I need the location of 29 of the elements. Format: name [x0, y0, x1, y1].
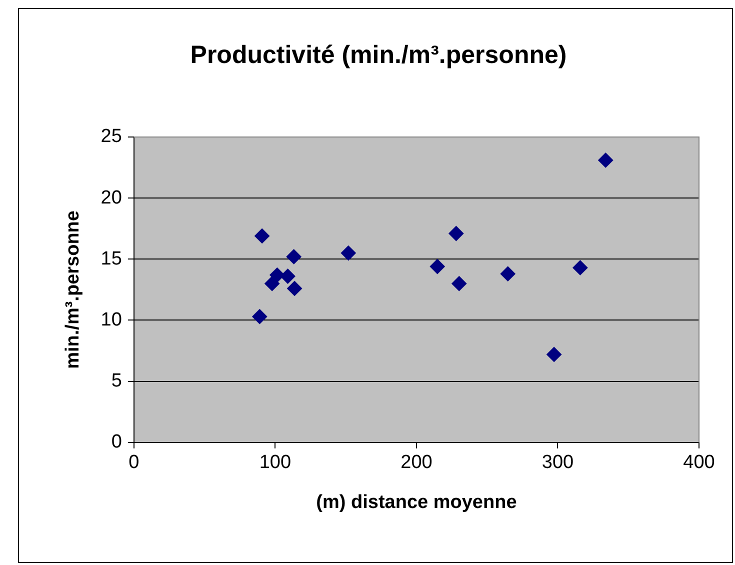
point [254, 228, 270, 244]
point [280, 268, 296, 284]
point [500, 266, 516, 282]
point [598, 152, 614, 168]
x-axis-title: (m) distance moyenne [316, 492, 517, 513]
y-tick-label: 20 [100, 187, 122, 208]
y-tick-label: 10 [100, 309, 122, 330]
point [572, 260, 588, 276]
point [452, 276, 467, 292]
x-tick-label: 400 [683, 452, 715, 474]
point [448, 226, 464, 242]
y-tick-label: 0 [111, 432, 122, 453]
y-tick-label: 15 [100, 248, 122, 270]
chart-title: Productivité (min./m³.personne) [190, 40, 567, 69]
point [270, 268, 285, 283]
point [252, 309, 268, 324]
y-tick-label: 5 [111, 370, 122, 392]
point [287, 280, 302, 296]
point [286, 249, 302, 264]
point [430, 258, 445, 274]
y-tick-label: 25 [100, 126, 122, 148]
x-tick-label: 100 [259, 452, 292, 474]
x-tick-label: 200 [400, 452, 432, 474]
x-tick-label: 0 [128, 452, 140, 474]
x-tick-label: 300 [542, 452, 574, 474]
y-axis-title: min./m³.personne [62, 210, 84, 369]
point [546, 346, 562, 362]
point [340, 246, 356, 261]
point [264, 276, 280, 292]
